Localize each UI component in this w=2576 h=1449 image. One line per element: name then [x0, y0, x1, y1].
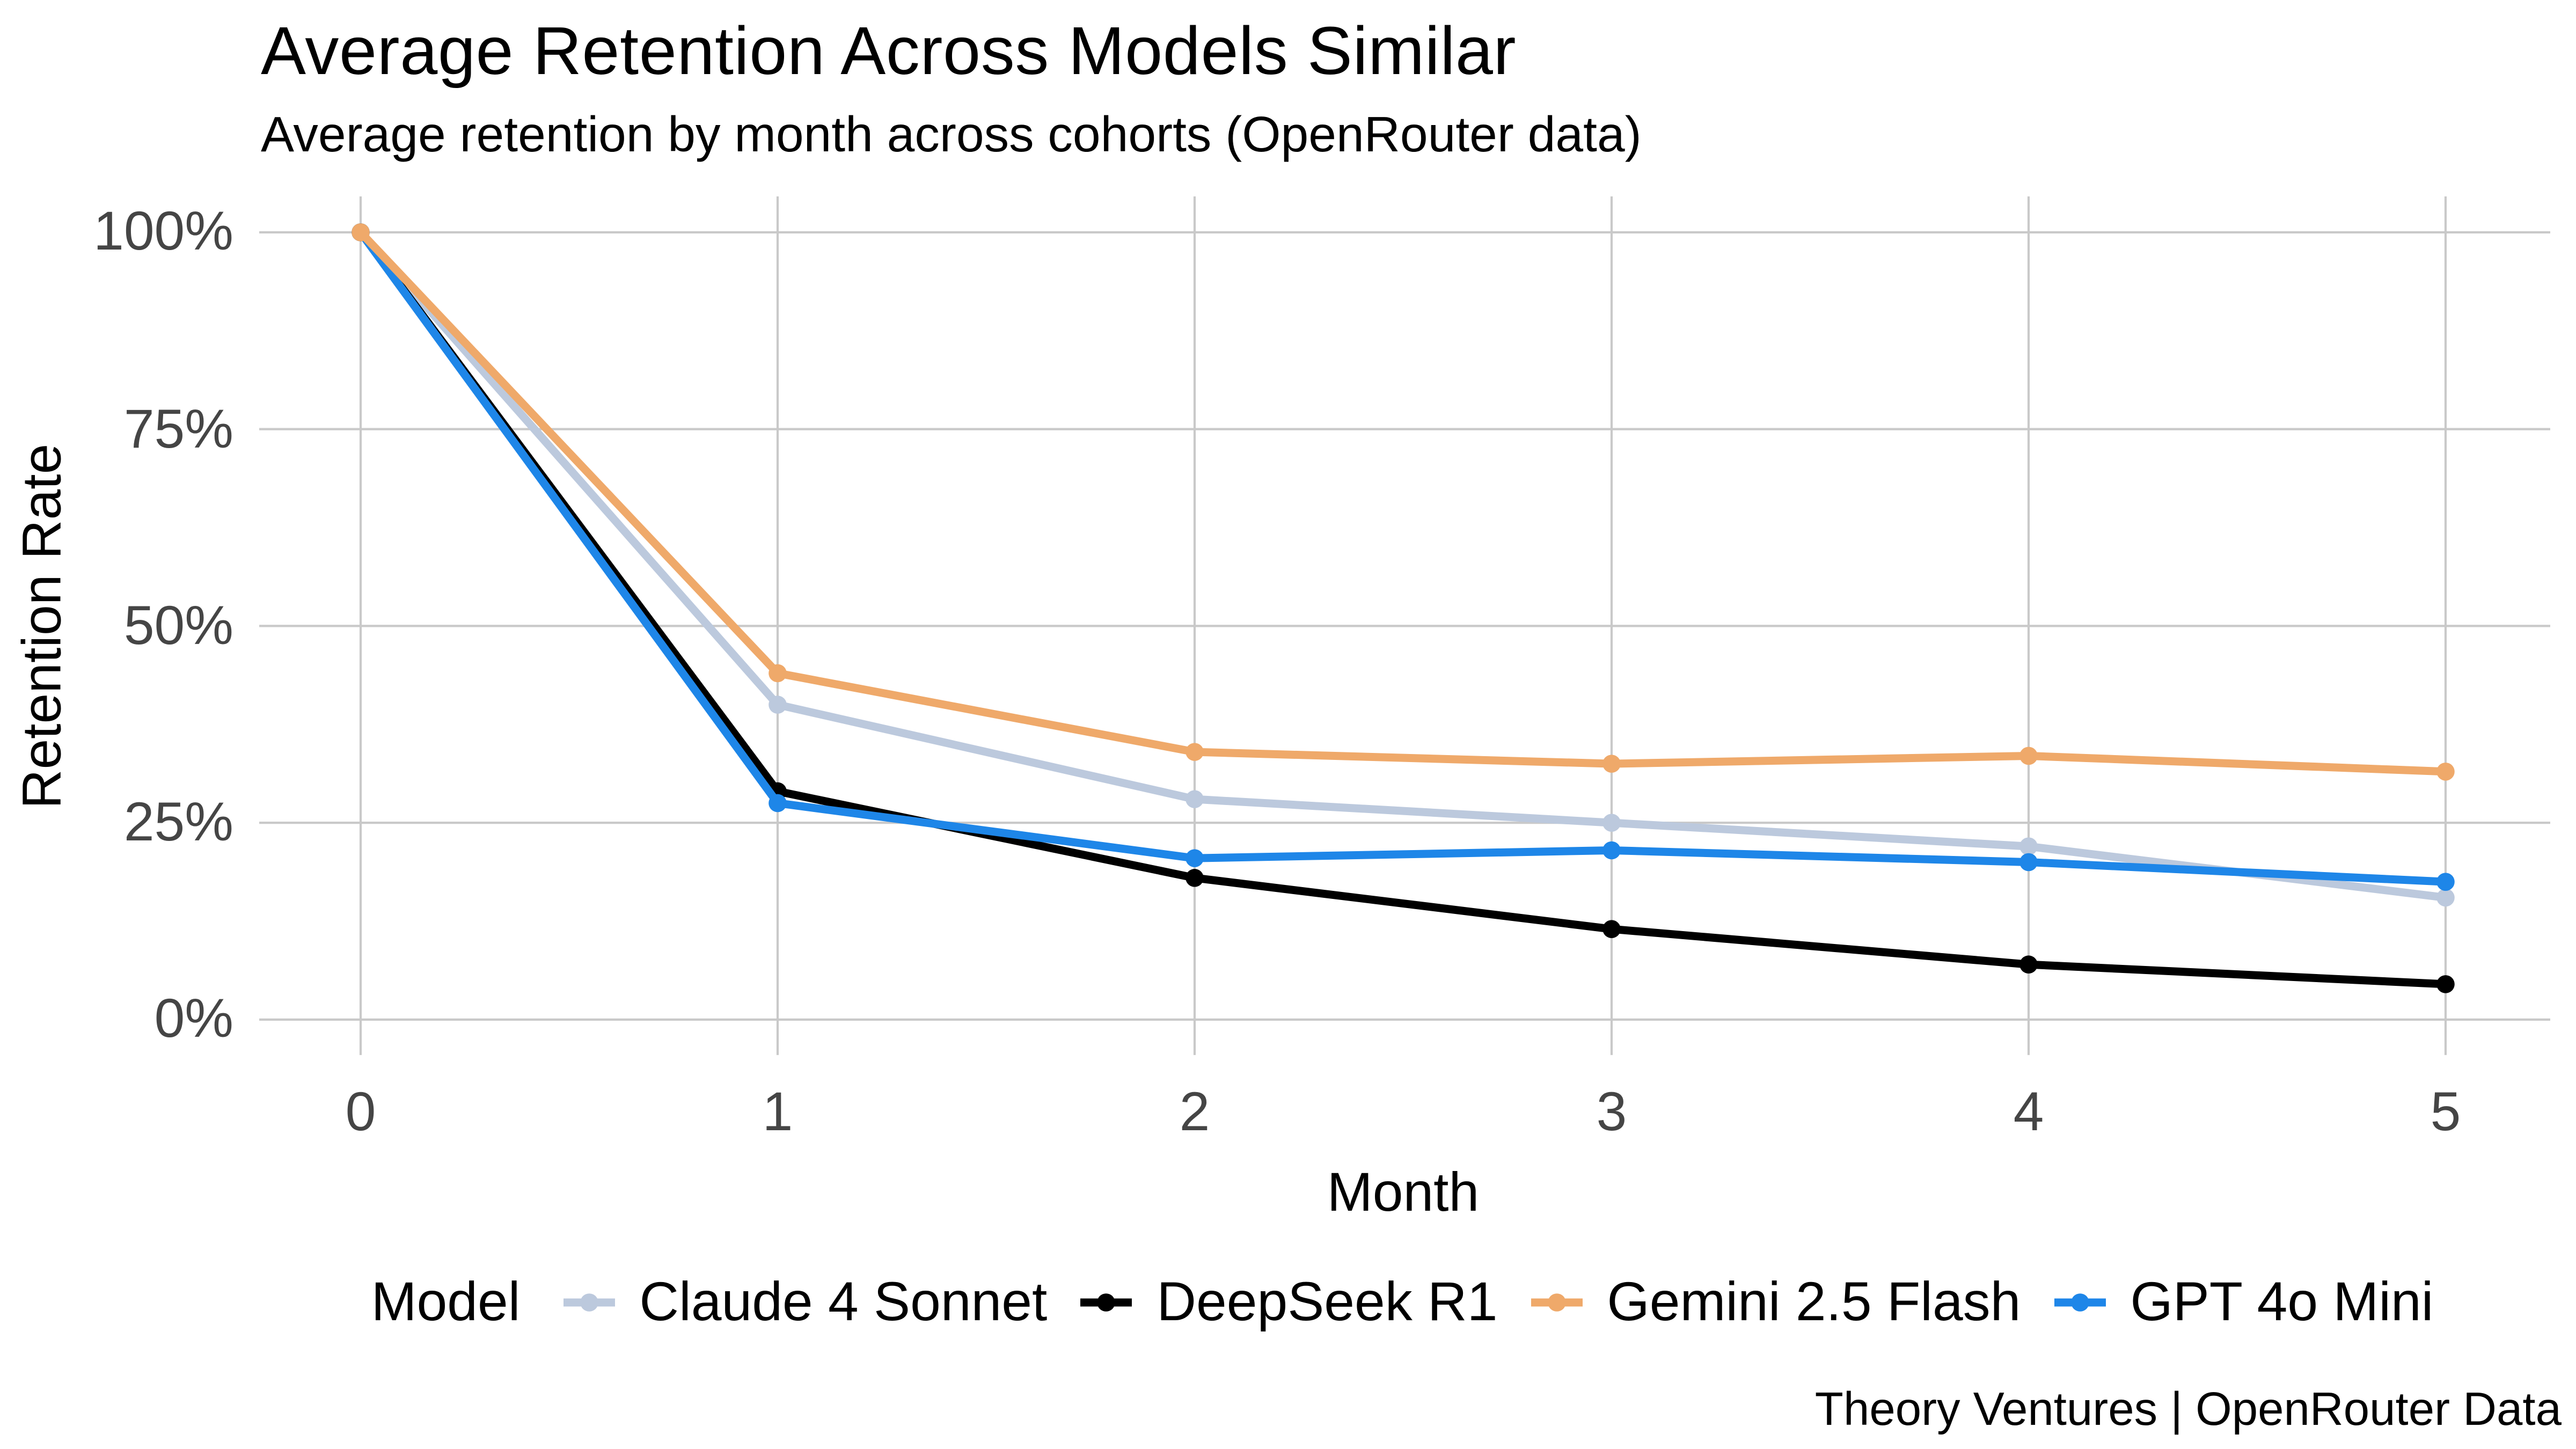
data-point	[2019, 747, 2038, 765]
data-point	[352, 223, 370, 241]
data-point	[2019, 955, 2038, 974]
x-axis-title: Month	[1327, 1162, 1480, 1224]
y-tick-label: 50%	[123, 595, 233, 657]
legend-label: Claude 4 Sonnet	[639, 1271, 1048, 1333]
legend-key-line-dot-icon	[1531, 1293, 1583, 1312]
data-point	[2436, 762, 2455, 781]
legend-item-deepseek-r1: DeepSeek R1	[1078, 1271, 1497, 1334]
data-point	[2436, 888, 2455, 907]
chart-legend: Model Claude 4 Sonnet DeepSeek R1 Gemini 2…	[229, 1262, 2576, 1343]
data-point	[2019, 837, 2038, 855]
legend-key-line-dot-icon	[2054, 1293, 2106, 1312]
legend-title: Model	[371, 1271, 521, 1333]
data-point	[1602, 814, 1621, 832]
data-point	[2019, 853, 2038, 872]
y-tick-label: 25%	[123, 792, 233, 854]
legend-item-gpt-4o-mini: GPT 4o Mini	[2051, 1271, 2433, 1334]
data-point	[2436, 873, 2455, 891]
data-point	[1185, 869, 1204, 887]
legend-label: DeepSeek R1	[1157, 1271, 1498, 1333]
chart-subtitle: Average retention by month across cohort…	[261, 106, 1642, 163]
data-point	[1602, 755, 1621, 773]
x-tick-label: 4	[2013, 1082, 2044, 1143]
data-point	[1185, 849, 1204, 867]
data-point	[1602, 841, 1621, 860]
data-point	[769, 794, 787, 813]
legend-label: GPT 4o Mini	[2130, 1271, 2434, 1333]
series-line-claude-4-sonnet	[356, 228, 2450, 902]
data-point	[769, 664, 787, 683]
y-tick-label: 75%	[123, 398, 233, 460]
legend-item-claude-4-sonnet: Claude 4 Sonnet	[560, 1271, 1047, 1334]
data-point	[1185, 790, 1204, 808]
legend-label: Gemini 2.5 Flash	[1607, 1271, 2021, 1333]
series-line-gpt-4o-mini	[356, 228, 2450, 886]
chart-title: Average Retention Across Models Similar	[261, 13, 1517, 89]
x-tick-label: 3	[1596, 1082, 1627, 1143]
data-point	[1185, 743, 1204, 761]
legend-key-line-dot-icon	[564, 1293, 616, 1312]
x-tick-label: 5	[2430, 1082, 2461, 1143]
y-axis-title: Retention Rate	[12, 443, 74, 809]
series-line-deepseek-r1	[356, 228, 2450, 989]
attribution-text: Theory Ventures | OpenRouter Data	[1814, 1385, 2562, 1436]
data-point	[2436, 975, 2455, 993]
legend-key-line-dot-icon	[1081, 1293, 1133, 1312]
y-tick-label: 0%	[154, 989, 233, 1050]
data-point	[769, 696, 787, 714]
legend-item-gemini-2-5-flash: Gemini 2.5 Flash	[1528, 1271, 2021, 1334]
data-point	[1602, 920, 1621, 938]
x-tick-label: 2	[1179, 1082, 1210, 1143]
x-tick-label: 1	[762, 1082, 793, 1143]
series-line-gemini-2-5-flash	[356, 228, 2450, 776]
x-tick-label: 0	[345, 1082, 376, 1143]
y-tick-label: 100%	[93, 201, 233, 263]
